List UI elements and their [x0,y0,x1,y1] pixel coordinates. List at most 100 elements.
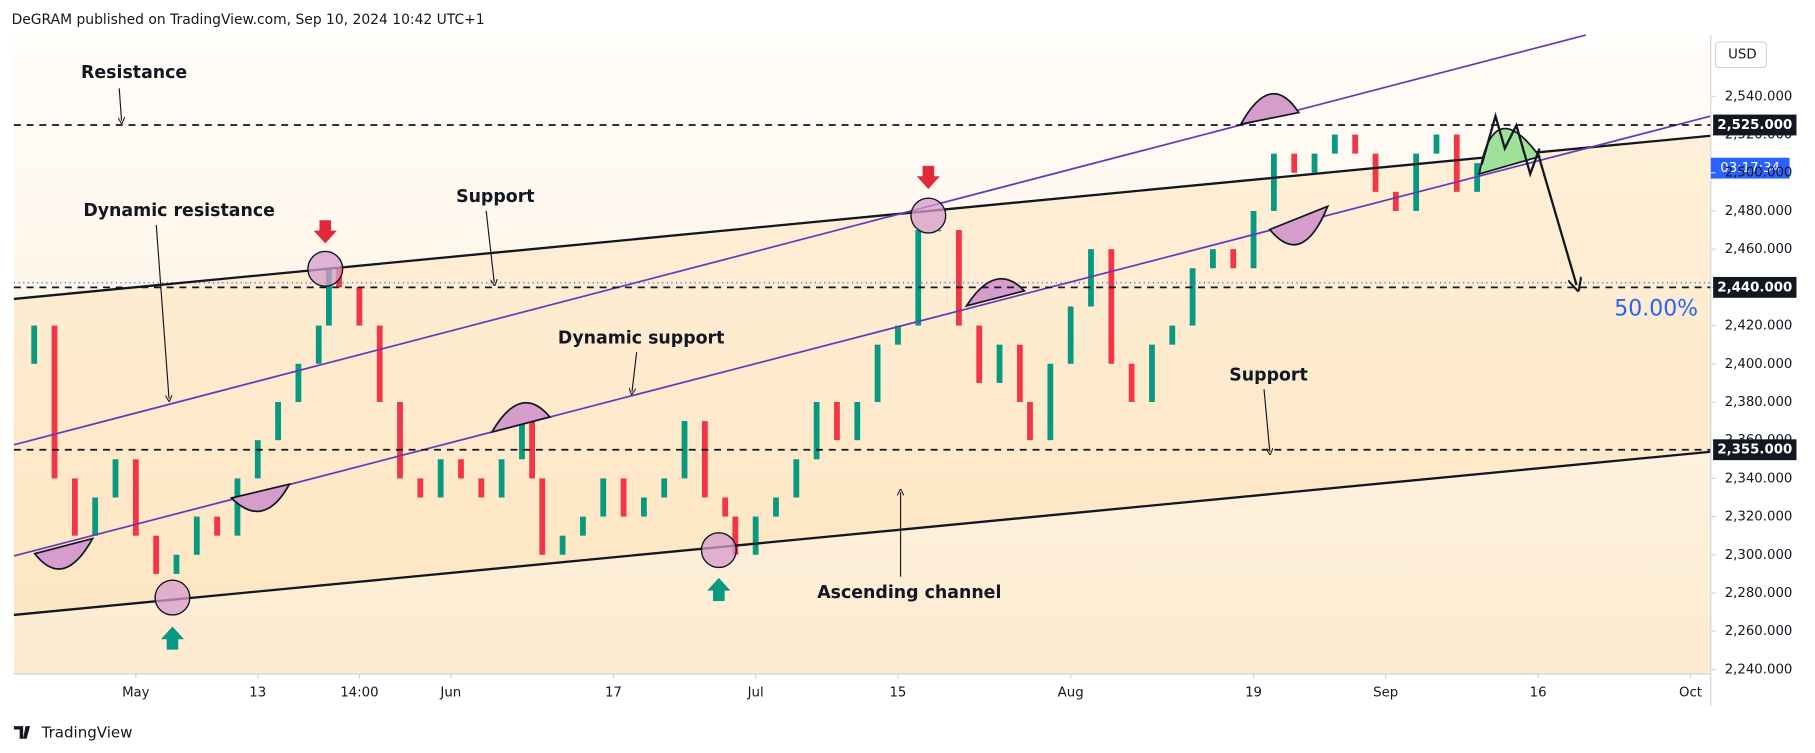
candle [1413,153,1420,211]
fib-label: 50.00% [1614,296,1698,321]
candle [315,325,322,364]
candle [295,363,302,402]
candle [955,230,962,326]
x-tick-label: Aug [1058,686,1084,701]
y-tick-label: 2,380.000 [1725,395,1793,410]
annotation: Support [456,187,535,207]
x-tick-label: 15 [889,686,906,701]
candle [193,516,200,555]
candle [71,478,78,536]
up-arrow [707,577,731,602]
candles [31,134,1481,574]
down-arrow [916,165,940,189]
candle [935,230,942,232]
level-label: 2,355.000 [1717,443,1792,458]
candle [996,344,1003,383]
candle [254,440,261,479]
candle [976,325,983,383]
candle [793,459,800,498]
candle [498,459,505,498]
x-tick-label: Oct [1679,686,1702,701]
candle [1088,249,1094,307]
candle [458,459,464,479]
candle [895,325,901,345]
candle [1128,363,1135,402]
level-badge [1713,439,1797,461]
plot-background [13,35,1711,674]
candle [681,421,688,479]
y-tick-label: 2,280.000 [1725,586,1793,601]
candle [1210,249,1216,269]
candle [417,478,424,498]
candle [1270,153,1277,211]
candle [397,401,403,479]
candle [1331,134,1338,154]
currency: USD [1728,48,1756,63]
candle [51,325,58,479]
y-tick-label: 2,260.000 [1725,624,1793,639]
candle [539,478,546,555]
candle [234,478,241,536]
annotation: Support [1229,365,1308,385]
candle [1372,153,1379,192]
pointers [119,88,1270,577]
y-tick-label: 2,420.000 [1725,319,1793,334]
header: DeGRAM published on TradingView.com, Sep… [12,12,485,28]
candle [915,230,922,326]
candle [437,459,444,498]
y-tick-label: 2,540.000 [1725,89,1793,104]
up-arrow [160,626,185,650]
x-tick-label: 17 [605,686,622,701]
touch-circles [154,197,947,616]
countdown: 03:17:34 [1720,161,1780,176]
x-tick-label: Jul [747,686,764,701]
forecast-arrow [1536,150,1576,285]
candle [640,497,647,517]
hump [1239,93,1301,126]
currency-box[interactable] [1714,41,1767,69]
dynamic-resistance [13,34,1587,446]
candle [1230,249,1237,269]
humps [33,93,1330,570]
y-tick-label: 2,480.000 [1725,204,1793,219]
candle [112,459,119,498]
hump [229,482,292,513]
candle [1453,134,1460,192]
candle [559,535,566,555]
candle [1291,153,1298,173]
candle [620,478,627,517]
hump [33,537,95,570]
candle [92,497,99,536]
candle [173,554,180,574]
annotation: Resistance [81,63,187,83]
pointer [155,224,169,399]
y-tick-label: 2,500.000 [1725,166,1793,181]
candle [661,478,668,498]
touch [700,532,737,569]
candle [1016,344,1023,402]
candle [1027,401,1033,441]
annotation: Dynamic resistance [83,201,275,221]
level-label: 2,440.000 [1717,280,1792,295]
candle [1067,306,1074,364]
annotation: Ascending channel [817,583,1001,603]
candle [1433,134,1440,154]
candle [773,497,779,517]
x-tick-label: Jun [439,686,461,701]
pointer [485,210,494,283]
candle [580,516,586,536]
candle [529,421,536,479]
touch [910,197,947,234]
candle [275,401,281,441]
candle [600,478,607,517]
candle [325,268,332,326]
channel-top [13,134,1711,301]
hump [490,401,552,434]
level-label: 2,525.000 [1717,118,1792,133]
candle [1169,325,1176,345]
candle [854,401,861,441]
candle [356,287,363,326]
candle [1392,191,1399,211]
